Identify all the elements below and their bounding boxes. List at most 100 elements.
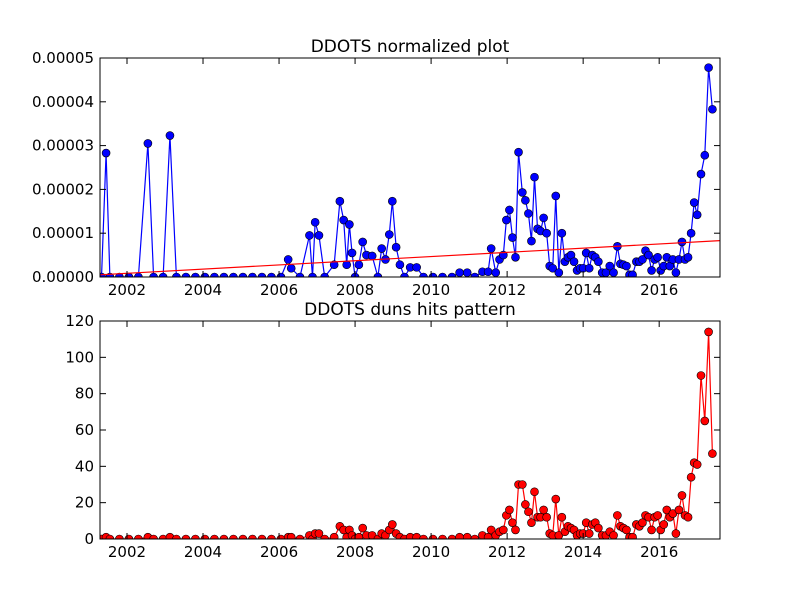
- data-point: [689, 198, 699, 207]
- data-point: [569, 257, 579, 266]
- data-point: [295, 272, 305, 277]
- data-point: [391, 242, 401, 252]
- data-point: [491, 268, 501, 277]
- data-point: [508, 233, 517, 242]
- data-point: [508, 518, 517, 527]
- data-point: [551, 494, 561, 504]
- data-point: [210, 272, 219, 277]
- data-point: [594, 257, 603, 266]
- data-point: [628, 270, 637, 277]
- data-point: [584, 263, 594, 273]
- data-point: [584, 529, 594, 538]
- data-point: [388, 520, 397, 529]
- y-tick-label: 0.00003: [32, 137, 94, 155]
- data-point: [700, 150, 710, 160]
- data-point: [388, 196, 397, 206]
- data-point: [605, 261, 615, 271]
- series-line: [100, 67, 713, 277]
- data-point: [653, 252, 662, 262]
- data-point: [191, 534, 200, 539]
- data-point: [412, 263, 421, 272]
- y-tick-label: 0.00000: [32, 268, 94, 286]
- data-point: [335, 196, 345, 206]
- chart-title: DDOTS duns hits pattern: [304, 300, 516, 320]
- data-point: [518, 480, 527, 489]
- data-point: [505, 205, 514, 215]
- data-point: [704, 327, 713, 337]
- y-tick-label: 0.00004: [32, 93, 94, 111]
- data-point: [530, 172, 539, 182]
- data-point: [400, 272, 409, 277]
- x-tick-label: 2014: [564, 281, 602, 299]
- data-point: [377, 244, 386, 253]
- x-tick-label: 2008: [336, 281, 374, 299]
- y-tick-label: 40: [75, 457, 94, 475]
- data-point: [557, 228, 567, 238]
- data-point: [101, 148, 111, 158]
- data-point: [518, 188, 527, 197]
- data-point: [181, 534, 191, 539]
- data-point: [283, 255, 293, 264]
- x-tick-label: 2002: [108, 281, 146, 299]
- x-tick-label: 2012: [488, 543, 526, 561]
- data-point: [470, 272, 480, 277]
- data-point: [219, 272, 229, 277]
- data-point: [527, 236, 536, 246]
- data-point: [557, 512, 567, 522]
- data-point: [609, 531, 618, 539]
- data-point: [530, 487, 539, 497]
- data-point: [622, 261, 631, 271]
- data-point: [447, 272, 457, 277]
- data-point: [347, 248, 357, 258]
- data-point: [708, 449, 717, 458]
- data-point: [165, 131, 175, 140]
- data-point: [521, 196, 530, 205]
- data-point: [609, 268, 618, 277]
- data-point: [524, 507, 533, 517]
- chart-title: DDOTS normalized plot: [311, 37, 510, 57]
- data-point: [539, 505, 548, 515]
- data-point: [692, 210, 702, 220]
- y-tick-label: 120: [65, 312, 94, 330]
- data-point: [373, 272, 383, 277]
- x-tick-label: 2012: [488, 281, 526, 299]
- data-point: [622, 525, 631, 535]
- data-point: [686, 228, 696, 238]
- data-point: [700, 416, 710, 426]
- data-point: [486, 244, 496, 253]
- data-point: [238, 272, 248, 277]
- x-tick-label: 2002: [108, 543, 146, 561]
- data-point: [683, 512, 693, 522]
- data-point: [505, 505, 514, 515]
- data-point: [314, 231, 324, 240]
- data-point: [447, 534, 457, 539]
- data-point: [647, 525, 656, 535]
- data-point: [438, 534, 447, 539]
- series-line: [100, 240, 720, 276]
- data-point: [455, 268, 464, 277]
- data-point: [395, 260, 405, 270]
- data-point: [638, 255, 647, 264]
- data-point: [267, 534, 276, 539]
- data-point: [647, 266, 656, 275]
- data-point: [542, 512, 551, 522]
- data-point: [308, 272, 317, 277]
- y-tick-label: 100: [65, 348, 94, 366]
- data-point: [483, 267, 493, 277]
- data-point: [671, 529, 681, 538]
- x-tick-label: 2006: [260, 543, 298, 561]
- data-point: [696, 169, 706, 179]
- data-point: [219, 534, 229, 539]
- data-point: [115, 534, 124, 539]
- data-point: [659, 520, 669, 529]
- data-point: [438, 272, 447, 277]
- data-point: [613, 511, 622, 520]
- data-point: [542, 228, 551, 238]
- y-tick-label: 0: [84, 530, 94, 548]
- data-point: [305, 231, 314, 240]
- data-point: [511, 525, 520, 535]
- data-point: [683, 252, 693, 262]
- data-point: [329, 260, 339, 270]
